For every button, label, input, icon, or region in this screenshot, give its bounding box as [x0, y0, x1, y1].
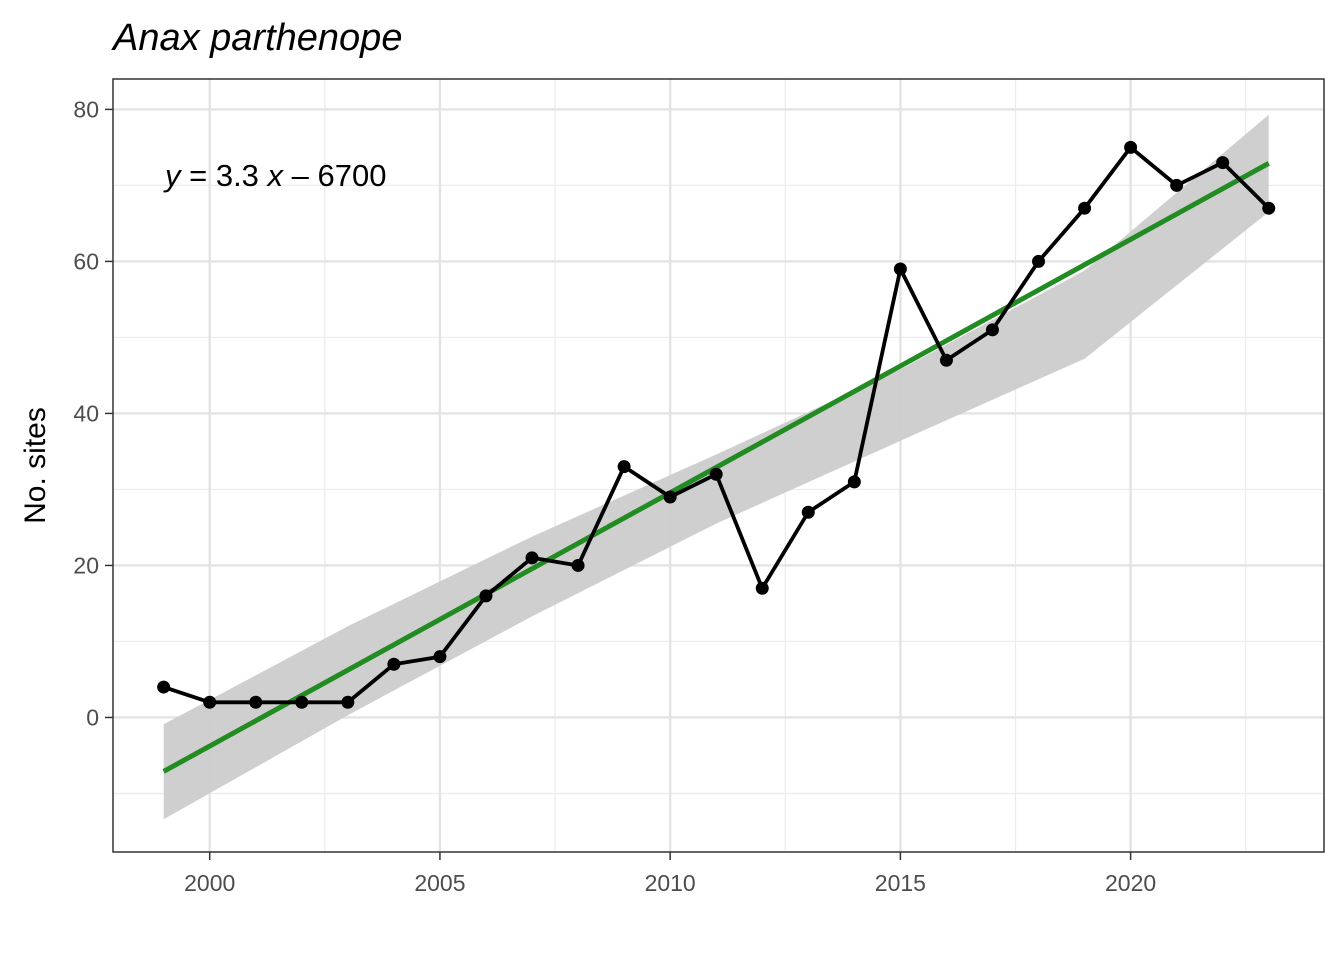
data-point: [479, 589, 493, 603]
chart-title: Anax parthenope: [111, 17, 402, 59]
trend-line-group: [162, 161, 1270, 774]
x-tick-label: 2005: [414, 870, 465, 896]
y-tick-label: 60: [73, 248, 99, 274]
equation-x: x: [266, 158, 285, 193]
equation-y: y: [163, 158, 183, 193]
data-point: [939, 353, 953, 367]
data-point: [1078, 201, 1092, 215]
data-point: [203, 695, 217, 709]
x-tick-label: 2010: [645, 870, 696, 896]
y-tick-label: 80: [73, 96, 99, 122]
data-point: [755, 581, 769, 595]
y-axis-label: No. sites: [19, 407, 52, 524]
data-point: [985, 323, 999, 337]
data-point: [1170, 178, 1184, 192]
data-point: [663, 490, 677, 504]
data-point: [1262, 201, 1276, 215]
major-gridlines: [113, 79, 1324, 852]
y-tick-label: 40: [73, 400, 99, 426]
trend-line: [162, 161, 1270, 774]
y-tick-label: 20: [73, 552, 99, 578]
data-point: [1032, 254, 1046, 268]
x-tick-label: 2015: [875, 870, 926, 896]
data-point: [341, 695, 355, 709]
equation-rhs-a: = 3.3: [181, 158, 268, 193]
data-point: [295, 695, 309, 709]
data-point: [617, 460, 631, 474]
data-points: [157, 140, 1276, 709]
data-point: [387, 657, 401, 671]
y-tick-label: 0: [86, 704, 99, 730]
data-point: [525, 551, 539, 565]
data-point: [433, 650, 447, 664]
data-point: [1216, 156, 1230, 170]
series-line-group: [163, 145, 1271, 705]
minor-gridlines: [113, 79, 1324, 852]
x-tick-label: 2020: [1105, 870, 1156, 896]
data-point: [893, 262, 907, 276]
series-line: [163, 145, 1271, 705]
data-point: [249, 695, 263, 709]
data-point: [571, 558, 585, 572]
data-point: [709, 467, 723, 481]
data-point: [157, 680, 171, 694]
regression-equation: y = 3.3 x – 6700: [163, 158, 386, 193]
x-tick-label: 2000: [184, 870, 235, 896]
y-axis: 0 20 40 60 80: [73, 96, 113, 730]
data-point: [1124, 140, 1138, 154]
data-point: [801, 505, 815, 519]
panel-border: [112, 78, 1325, 853]
equation-rhs-b: – 6700: [283, 158, 386, 193]
data-point: [847, 475, 861, 489]
x-axis: 2000 2005 2010 2015 2020: [184, 852, 1156, 896]
